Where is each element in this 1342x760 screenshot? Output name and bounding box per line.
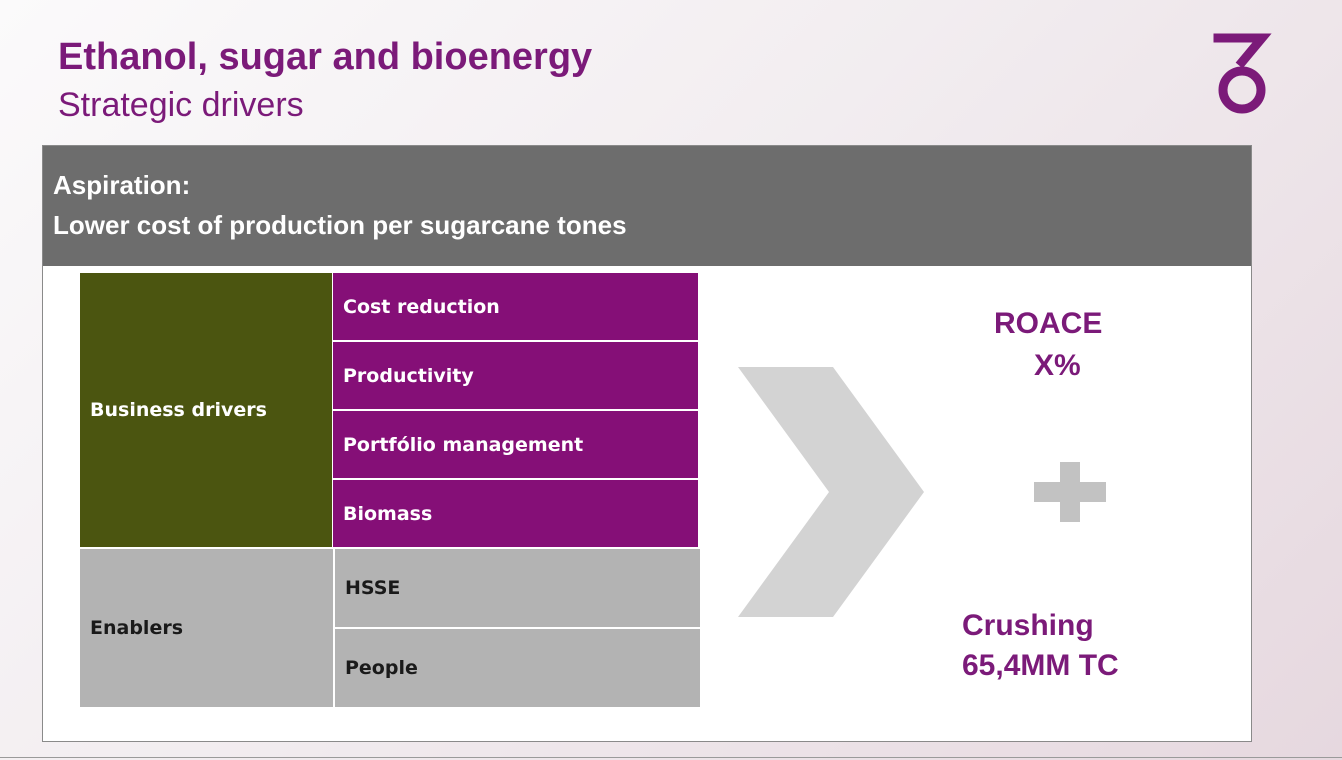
enablers-cell: Enablers [80,549,333,707]
roace-value: X% [1034,349,1081,382]
enabler-label: People [345,657,418,679]
crushing-label: Crushing [962,609,1094,642]
cosan-logo-icon [1213,33,1272,114]
enabler-label: HSSE [345,577,401,599]
driver-portfolio-management: Portfólio management [333,411,698,478]
driver-label: Biomass [343,502,433,525]
business-drivers-label: Business drivers [90,399,267,421]
driver-label: Productivity [343,364,474,387]
chevron-right-icon [738,367,924,617]
driver-label: Cost reduction [343,295,500,318]
roace-label: ROACE [994,307,1103,340]
driver-biomass: Biomass [333,480,698,547]
aspiration-header: Aspiration: Lower cost of production per… [43,146,1251,266]
driver-label: Portfólio management [343,433,584,456]
enabler-hsse: HSSE [335,549,700,627]
page-subtitle: Strategic drivers [58,86,304,124]
aspiration-text: Lower cost of production per sugarcane t… [53,210,627,240]
aspiration-label: Aspiration: [53,170,191,200]
plus-icon [1034,462,1106,522]
business-drivers-cell: Business drivers [80,273,332,547]
driver-cost-reduction: Cost reduction [333,273,698,340]
page-title: Ethanol, sugar and bioenergy [58,36,593,78]
driver-productivity: Productivity [333,342,698,409]
enabler-people: People [335,629,700,707]
bottom-divider [0,757,1342,758]
crushing-value: 65,4MM TC [962,649,1119,682]
enablers-label: Enablers [90,617,184,639]
